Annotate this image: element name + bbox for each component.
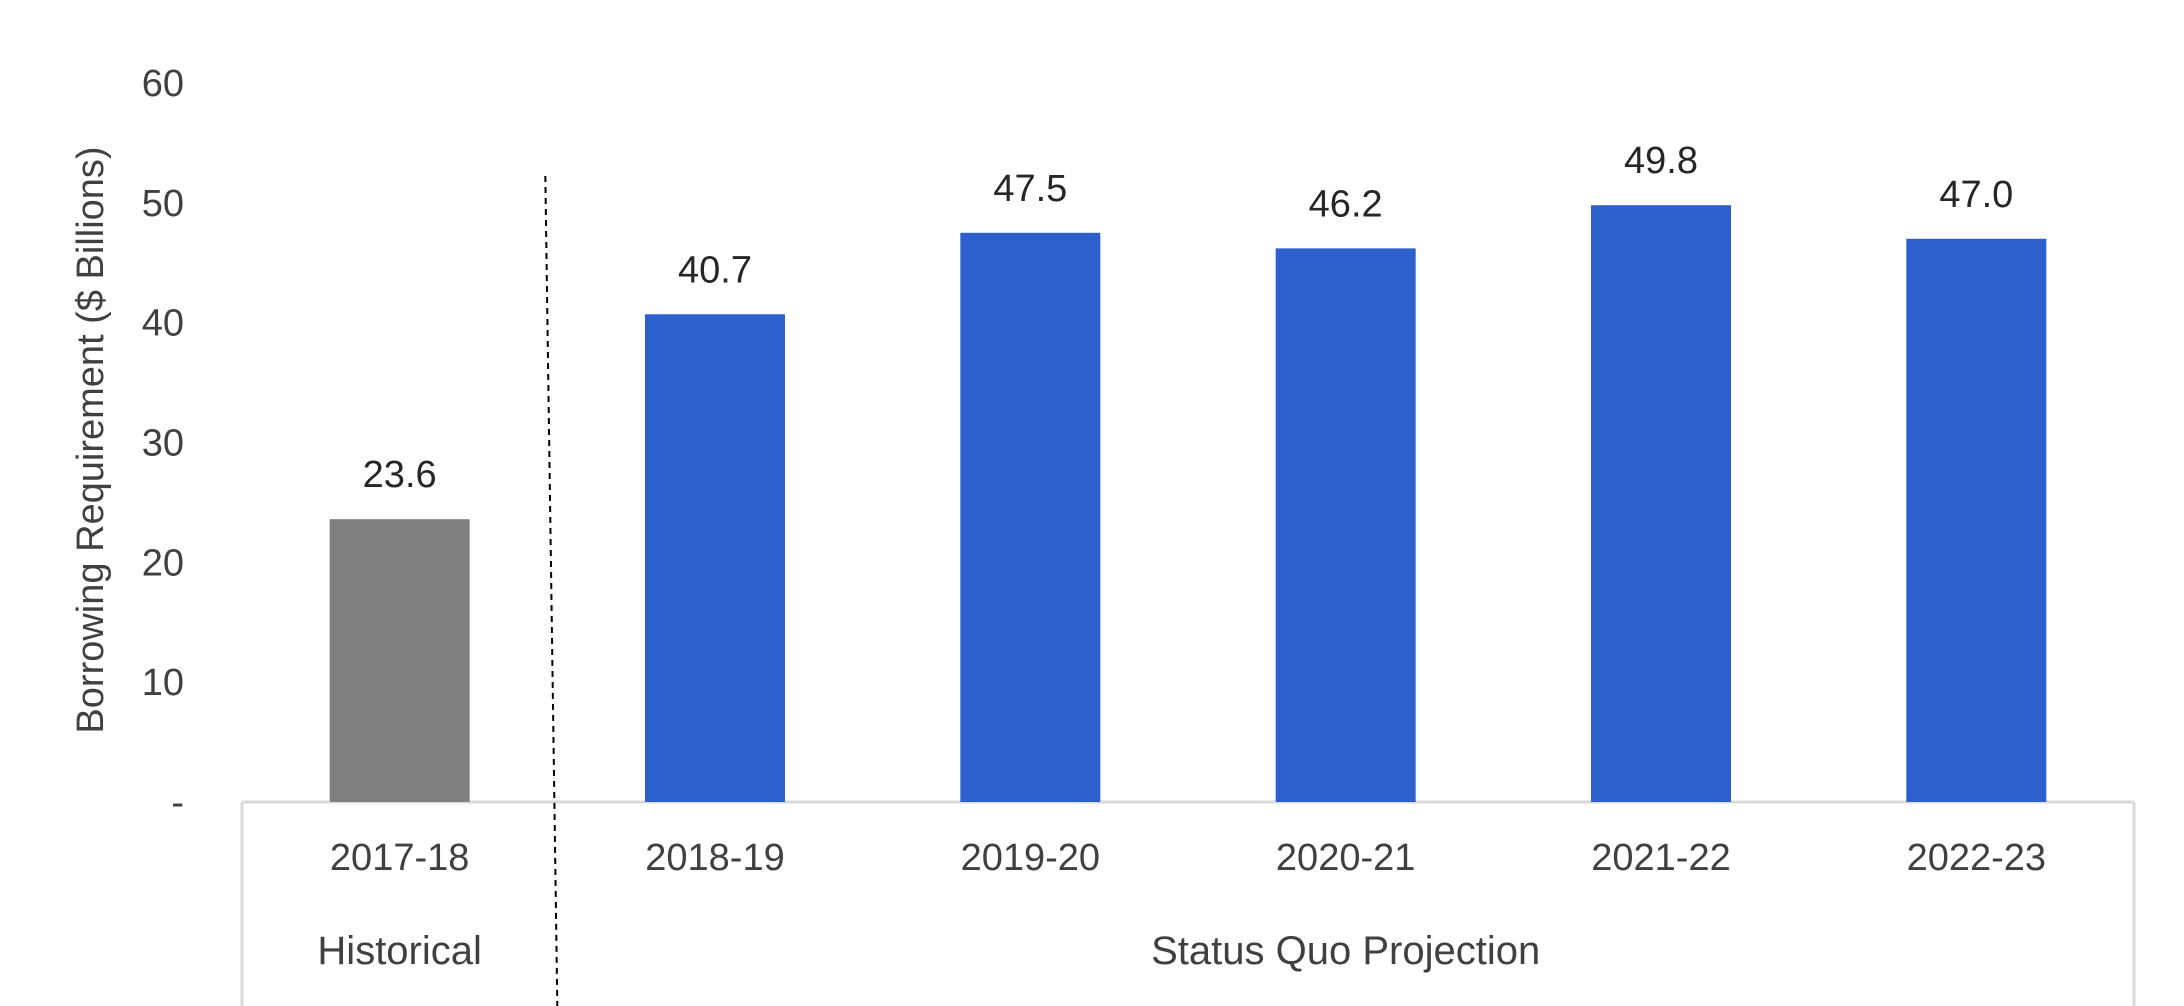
category-label-2018-19: 2018-19 <box>645 837 784 879</box>
historical-projection-separator <box>544 175 559 1006</box>
bars <box>329 205 2047 803</box>
data-label-2021-22: 49.8 <box>1624 140 1698 182</box>
category-label-2020-21: 2020-21 <box>1276 837 1415 879</box>
category-label-2017-18: 2017-18 <box>330 837 469 879</box>
y-tick-label: 10 <box>142 662 184 704</box>
data-label-2018-19: 40.7 <box>678 249 752 291</box>
group-labels: Historical Status Quo Projection <box>317 929 1540 973</box>
bar-2021-22 <box>1591 205 1731 803</box>
y-axis-label: Borrowing Requirement ($ Billions) <box>70 146 112 733</box>
data-label-2022-23: 47.0 <box>1939 174 2013 216</box>
data-labels: 23.6 40.7 47.5 46.2 49.8 47.0 <box>363 140 2014 496</box>
category-label-2022-23: 2022-23 <box>1907 837 2046 879</box>
category-label-2021-22: 2021-22 <box>1591 837 1730 879</box>
data-label-2020-21: 46.2 <box>1309 183 1383 225</box>
bar-2022-23 <box>1906 238 2047 803</box>
group-label: Status Quo Projection <box>1151 929 1540 973</box>
y-axis: - 10 20 30 40 50 60 <box>142 63 184 824</box>
category-label-2019-20: 2019-20 <box>961 837 1100 879</box>
bar-2019-20 <box>960 232 1101 802</box>
y-tick-label: 40 <box>142 303 184 345</box>
y-tick-label: 50 <box>142 183 184 225</box>
y-tick-label: - <box>171 782 184 824</box>
bar-2018-19 <box>645 314 785 802</box>
category-axis-frame <box>240 800 2136 1006</box>
bar-2020-21 <box>1275 248 1416 802</box>
bar-2017-18 <box>329 519 470 802</box>
y-tick-label: 30 <box>142 423 184 465</box>
data-label-2019-20: 47.5 <box>993 168 1067 210</box>
category-labels: 2017-18 2018-19 2019-20 2020-21 2021-22 2022-… <box>330 837 2046 879</box>
group-label: Historical <box>317 929 481 973</box>
y-tick-label: 60 <box>142 63 184 105</box>
y-tick-label: 20 <box>142 542 184 584</box>
data-label-2017-18: 23.6 <box>363 454 437 496</box>
